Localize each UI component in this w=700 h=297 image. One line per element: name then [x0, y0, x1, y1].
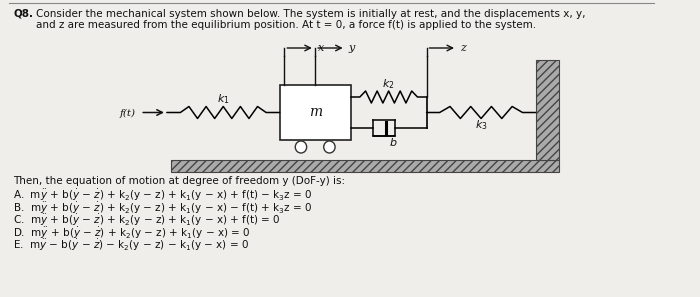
- Text: $k_2$: $k_2$: [382, 77, 395, 91]
- Text: Consider the mechanical system shown below. The system is initially at rest, and: Consider the mechanical system shown bel…: [36, 9, 585, 19]
- Circle shape: [323, 141, 335, 153]
- Text: Q8.: Q8.: [13, 9, 34, 19]
- Bar: [279, 85, 351, 140]
- Text: x: x: [318, 43, 324, 53]
- Text: D.  m$\ddot{y}$ + b($\dot{y}$ $-$ $\dot{z}$) + k$_2$(y $-$ z) + k$_1$(y $-$ x) =: D. m$\ddot{y}$ + b($\dot{y}$ $-$ $\dot{z…: [13, 225, 251, 241]
- Text: $k_1$: $k_1$: [217, 93, 230, 106]
- Text: E.  m$\ddot{y}$ $-$ b($\dot{y}$ $-$ $\dot{z}$) $-$ k$_2$(y $-$ z) $-$ k$_1$(y $-: E. m$\ddot{y}$ $-$ b($\dot{y}$ $-$ $\dot…: [13, 238, 249, 253]
- Text: Then, the equation of motion at degree of freedom y (DoF-y) is:: Then, the equation of motion at degree o…: [13, 176, 345, 186]
- Text: and z are measured from the equilibrium position. At t = 0, a force f(t) is appl: and z are measured from the equilibrium …: [36, 20, 536, 30]
- Text: A.  m$\ddot{y}$ + b($\dot{y}$ $-$ $\dot{z}$) + k$_2$(y $-$ z) + k$_1$(y $-$ x) +: A. m$\ddot{y}$ + b($\dot{y}$ $-$ $\dot{z…: [13, 188, 313, 203]
- Text: $k_3$: $k_3$: [475, 119, 487, 132]
- Text: C.  m$\ddot{y}$ + b($\dot{y}$ $-$ $\dot{z}$) + k$_2$(y $-$ z) + k$_1$(y $-$ x) +: C. m$\ddot{y}$ + b($\dot{y}$ $-$ $\dot{z…: [13, 213, 281, 228]
- Bar: [536, 60, 559, 160]
- Circle shape: [295, 141, 307, 153]
- Text: z: z: [460, 43, 466, 53]
- Text: B.  m$\ddot{y}$ + b($\dot{y}$ $-$ $\dot{z}$) + k$_2$(y $-$ z) + k$_1$(y $-$ x) $: B. m$\ddot{y}$ + b($\dot{y}$ $-$ $\dot{z…: [13, 200, 313, 216]
- Text: f(t): f(t): [120, 109, 136, 118]
- Text: $b$: $b$: [389, 136, 398, 148]
- Bar: [171, 160, 559, 172]
- Text: y: y: [349, 43, 355, 53]
- Text: m: m: [309, 105, 322, 119]
